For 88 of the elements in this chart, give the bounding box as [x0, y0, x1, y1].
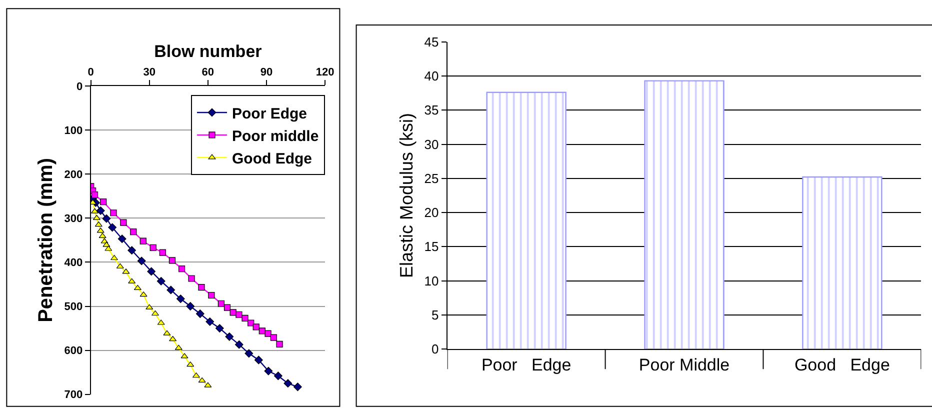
point: [108, 223, 117, 232]
legend-label: Poor Edge: [232, 105, 308, 122]
bar: [802, 176, 882, 350]
legend-label: Good Edge: [232, 150, 312, 168]
point: [110, 254, 118, 260]
y-tick-label: 5: [432, 307, 439, 322]
point: [98, 232, 106, 238]
point: [137, 256, 146, 266]
point: [91, 192, 98, 198]
point: [244, 349, 254, 358]
point: [198, 284, 205, 291]
y-tick-label: 500: [64, 301, 83, 314]
y-axis-title: Elastic Modulus (ksi): [396, 112, 416, 278]
x-tick-label: 120: [316, 66, 334, 79]
point: [130, 228, 137, 236]
point: [94, 221, 102, 227]
x-tick-label: 0: [88, 66, 94, 79]
y-tick-label: 15: [424, 239, 439, 254]
point: [274, 372, 282, 380]
y-tick-label: 35: [424, 102, 439, 118]
y-tick-label: 600: [64, 345, 83, 358]
point: [156, 276, 166, 286]
point: [102, 214, 111, 223]
point: [230, 309, 236, 316]
point: [236, 311, 242, 318]
point: [140, 238, 146, 244]
point: [120, 219, 127, 226]
point: [178, 266, 186, 272]
point: [264, 366, 273, 376]
y-tick-label: 45: [424, 34, 439, 50]
y-tick-label: 30: [424, 136, 439, 152]
x-axis-title: Blow number: [154, 42, 262, 62]
y-tick-label: 40: [424, 68, 439, 84]
point: [100, 198, 107, 206]
point: [248, 320, 254, 326]
point: [90, 199, 97, 205]
x-tick-label: 90: [260, 66, 273, 79]
point: [254, 356, 263, 364]
point: [198, 377, 206, 383]
y-tick-label: 25: [424, 170, 439, 186]
y-tick-label: 700: [64, 389, 83, 402]
point: [242, 314, 248, 322]
point: [284, 379, 292, 388]
point: [168, 257, 176, 264]
y-tick-label: 0: [76, 80, 83, 93]
y-axis-title: Penetration (mm): [34, 158, 57, 322]
y-tick-label: 200: [64, 168, 83, 181]
point: [110, 210, 117, 216]
point: [188, 275, 195, 282]
bar: [486, 92, 566, 350]
point: [264, 330, 272, 337]
point: [128, 246, 136, 255]
point: [96, 206, 105, 215]
point: [166, 286, 176, 294]
point: [234, 340, 244, 349]
y-tick-label: 20: [424, 205, 439, 220]
point: [276, 340, 283, 348]
point: [293, 382, 302, 392]
x-tick-label: 60: [202, 66, 214, 79]
y-tick-label: 10: [424, 273, 439, 288]
point: [118, 234, 126, 244]
point: [186, 302, 195, 310]
point: [169, 336, 177, 342]
point: [176, 294, 185, 303]
y-tick-label: 400: [64, 257, 83, 270]
y-tick-label: 300: [64, 213, 83, 226]
point: [258, 328, 266, 334]
legend-label: Poor middle: [232, 128, 319, 145]
point: [224, 304, 231, 311]
point: [196, 310, 204, 318]
point: [270, 334, 277, 341]
bar: [644, 80, 724, 350]
point: [218, 300, 224, 307]
point: [147, 267, 156, 276]
y-tick-label: 0: [432, 342, 439, 357]
point: [225, 332, 234, 341]
x-tick-label: Poor Middle: [638, 355, 730, 374]
point: [159, 249, 166, 256]
x-tick-label: 30: [143, 66, 156, 79]
point: [150, 244, 156, 251]
point: [252, 324, 260, 330]
y-tick-label: 100: [64, 124, 83, 137]
point: [208, 292, 215, 299]
point: [151, 310, 160, 316]
point: [206, 317, 214, 326]
x-tick-label: Good Edge: [794, 355, 890, 374]
x-tick-label: Poor Edge: [481, 355, 572, 374]
point: [215, 324, 224, 332]
